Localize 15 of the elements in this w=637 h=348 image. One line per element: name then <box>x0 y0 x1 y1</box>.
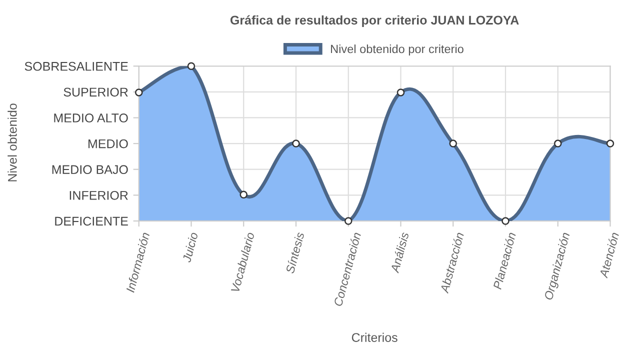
category-label: SUPERIOR <box>64 88 128 97</box>
category-label: MEDIO <box>88 139 128 148</box>
x-tick-label: Síntesis <box>285 232 304 274</box>
legend-label: Nivel obtenido por criterio <box>331 44 464 56</box>
category-label: SOBRESALIENTE <box>24 62 128 71</box>
category-label: DEFICIENTE <box>55 216 128 226</box>
x-axis-title: Criterios <box>352 332 398 342</box>
x-tick-label: Análisis <box>390 232 410 274</box>
text: Nivel obtenido <box>8 104 17 182</box>
x-tick-label: Atención <box>598 232 620 279</box>
category-label: MEDIO BAJO <box>52 165 128 174</box>
x-tick-label: Juicio <box>182 232 198 263</box>
chart-title: Gráfica de resultados por criterio JUAN LOZOYA <box>230 15 519 28</box>
category-label: INFERIOR <box>70 190 128 200</box>
category-label: MEDIO ALTO <box>54 114 128 122</box>
